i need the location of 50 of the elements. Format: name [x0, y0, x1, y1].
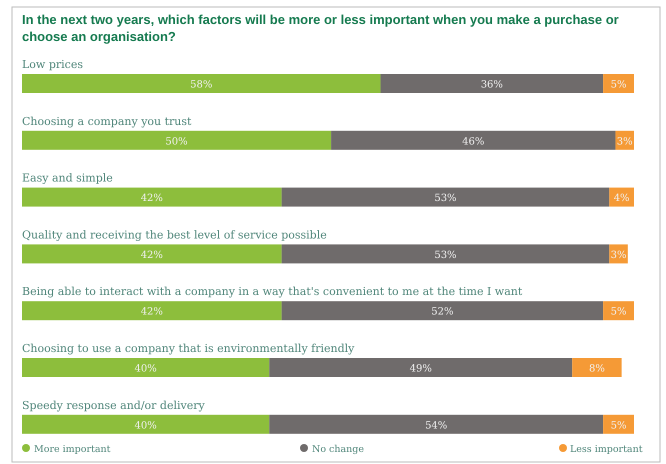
y-tick-label: Easy and simple	[22, 172, 113, 185]
data-label: 53%	[434, 193, 457, 204]
data-label: 5%	[610, 420, 626, 432]
data-label: 49%	[410, 364, 432, 374]
bar	[22, 74, 381, 93]
bar	[22, 414, 270, 434]
bar	[22, 130, 332, 150]
bar	[572, 358, 622, 377]
data-label: 58%	[190, 80, 212, 90]
y-tick-label: Choosing a company you trust	[22, 114, 192, 128]
data-label: 40%	[134, 364, 157, 374]
y-tick-label: Choosing to use a company that is environmentally friendly	[22, 342, 356, 355]
y-tick-label: Low prices	[22, 58, 84, 71]
bar	[282, 301, 604, 320]
bar	[22, 358, 270, 377]
bar	[603, 74, 634, 93]
data-label: 42%	[140, 306, 163, 318]
data-label: 52%	[431, 306, 454, 318]
legend-label: More important	[34, 444, 111, 455]
data-label: 3%	[610, 250, 626, 261]
data-label: 5%	[610, 80, 626, 90]
data-label: 42%	[140, 250, 163, 261]
bar	[603, 301, 634, 320]
bar	[380, 74, 604, 93]
bar	[22, 188, 282, 207]
legend-label: No change	[312, 444, 364, 455]
data-label: 54%	[425, 420, 448, 432]
bar	[269, 414, 604, 434]
legend-label: Less important	[570, 444, 643, 455]
data-label: 4%	[614, 193, 630, 204]
bar	[22, 244, 282, 264]
data-label: 53%	[434, 250, 457, 261]
data-label: 36%	[480, 80, 503, 90]
data-label: 40%	[134, 420, 157, 432]
bar	[22, 301, 282, 320]
bar	[282, 188, 610, 207]
chart-title: In the next two years, which factors will be more or less important when you make a purchase or choose an organisation?	[22, 12, 619, 44]
y-tick-label: Being able to interact with a company in a way that's convenient to me at the time I want	[22, 285, 523, 298]
bar	[282, 244, 610, 264]
data-label: 42%	[140, 193, 163, 204]
y-tick-label: Speedy response and/or delivery	[22, 398, 206, 412]
bar	[331, 130, 616, 150]
bar	[269, 358, 572, 377]
bar	[603, 414, 634, 434]
data-label: 50%	[165, 136, 188, 148]
data-label: 46%	[462, 136, 484, 148]
y-tick-label: Quality and receiving the best level of service possible	[22, 228, 327, 242]
data-label: 3%	[616, 136, 633, 148]
data-label: 5%	[610, 306, 626, 318]
data-label: 8%	[588, 364, 605, 374]
